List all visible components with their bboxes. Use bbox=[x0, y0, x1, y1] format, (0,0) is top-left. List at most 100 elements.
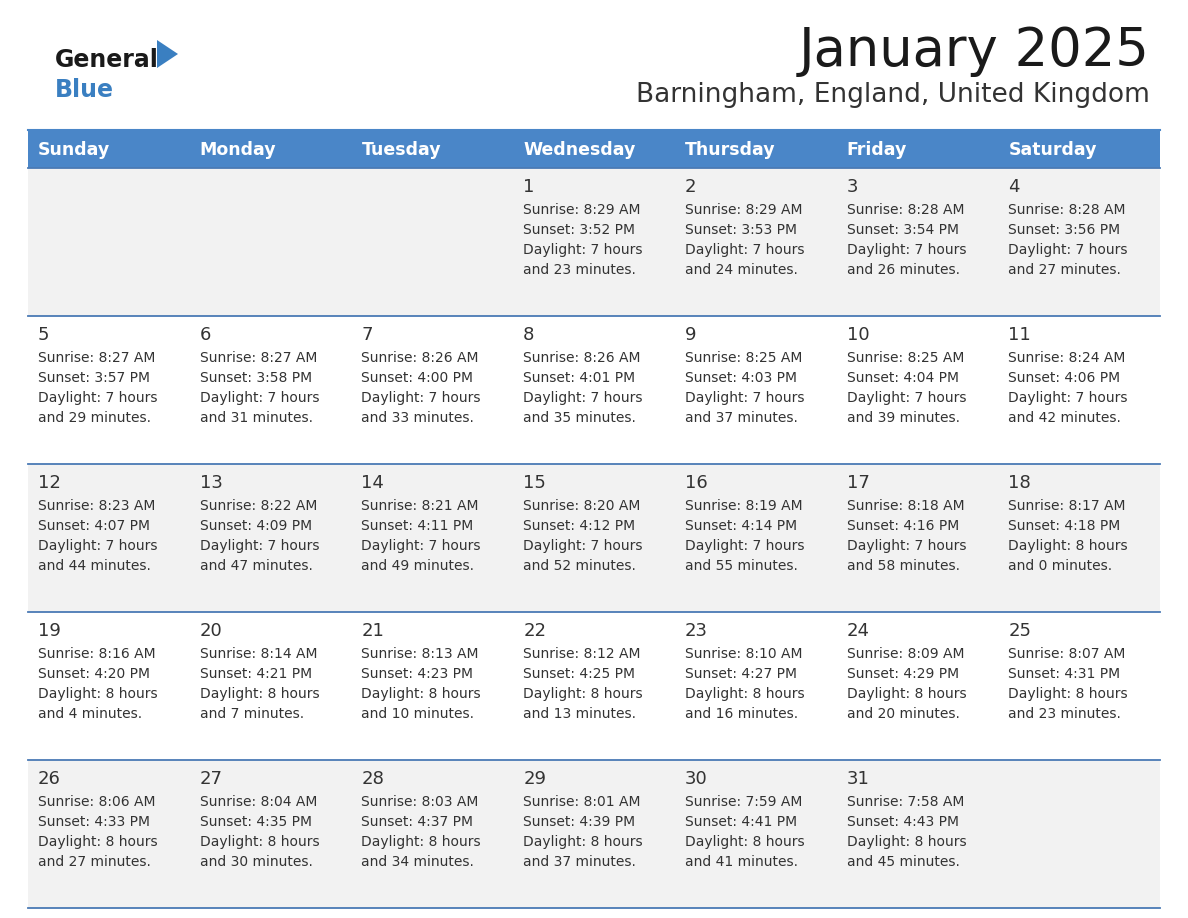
Text: 21: 21 bbox=[361, 622, 384, 640]
Text: 30: 30 bbox=[684, 770, 708, 788]
Text: Sunrise: 8:28 AM: Sunrise: 8:28 AM bbox=[847, 203, 965, 217]
Text: Sunset: 4:41 PM: Sunset: 4:41 PM bbox=[684, 815, 797, 829]
Text: and 20 minutes.: and 20 minutes. bbox=[847, 707, 960, 721]
Text: Daylight: 8 hours: Daylight: 8 hours bbox=[38, 835, 158, 849]
Text: Sunrise: 8:26 AM: Sunrise: 8:26 AM bbox=[361, 351, 479, 365]
Bar bbox=[29, 316, 1159, 464]
Text: Sunrise: 8:17 AM: Sunrise: 8:17 AM bbox=[1009, 499, 1126, 513]
Text: Sunrise: 8:06 AM: Sunrise: 8:06 AM bbox=[38, 795, 156, 809]
Bar bbox=[29, 168, 1159, 316]
Text: Sunset: 4:29 PM: Sunset: 4:29 PM bbox=[847, 667, 959, 681]
Text: Daylight: 8 hours: Daylight: 8 hours bbox=[361, 687, 481, 701]
Text: Daylight: 7 hours: Daylight: 7 hours bbox=[361, 539, 481, 553]
Text: Sunset: 4:37 PM: Sunset: 4:37 PM bbox=[361, 815, 474, 829]
Text: and 47 minutes.: and 47 minutes. bbox=[200, 559, 312, 573]
Text: Sunrise: 8:19 AM: Sunrise: 8:19 AM bbox=[684, 499, 802, 513]
Text: 13: 13 bbox=[200, 474, 222, 492]
Text: 10: 10 bbox=[847, 326, 870, 344]
Text: and 35 minutes.: and 35 minutes. bbox=[523, 411, 636, 425]
Text: 19: 19 bbox=[38, 622, 61, 640]
Text: and 10 minutes.: and 10 minutes. bbox=[361, 707, 474, 721]
Text: 20: 20 bbox=[200, 622, 222, 640]
Text: and 42 minutes.: and 42 minutes. bbox=[1009, 411, 1121, 425]
Bar bbox=[352, 130, 513, 168]
Text: and 45 minutes.: and 45 minutes. bbox=[847, 855, 960, 869]
Text: Daylight: 8 hours: Daylight: 8 hours bbox=[1009, 687, 1127, 701]
Text: Sunrise: 8:22 AM: Sunrise: 8:22 AM bbox=[200, 499, 317, 513]
Text: Daylight: 8 hours: Daylight: 8 hours bbox=[684, 687, 804, 701]
Text: 24: 24 bbox=[847, 622, 870, 640]
Text: Sunset: 4:04 PM: Sunset: 4:04 PM bbox=[847, 371, 959, 385]
Bar bbox=[29, 464, 1159, 612]
Text: and 58 minutes.: and 58 minutes. bbox=[847, 559, 960, 573]
Bar bbox=[836, 130, 998, 168]
Text: Sunset: 3:54 PM: Sunset: 3:54 PM bbox=[847, 223, 959, 237]
Text: Sunset: 4:14 PM: Sunset: 4:14 PM bbox=[684, 519, 797, 533]
Text: Friday: Friday bbox=[847, 141, 906, 159]
Text: Sunset: 3:56 PM: Sunset: 3:56 PM bbox=[1009, 223, 1120, 237]
Text: 15: 15 bbox=[523, 474, 546, 492]
Text: 31: 31 bbox=[847, 770, 870, 788]
Text: and 23 minutes.: and 23 minutes. bbox=[523, 263, 636, 277]
Text: 3: 3 bbox=[847, 178, 858, 196]
Text: Sunset: 4:20 PM: Sunset: 4:20 PM bbox=[38, 667, 150, 681]
Text: 29: 29 bbox=[523, 770, 546, 788]
Text: and 0 minutes.: and 0 minutes. bbox=[1009, 559, 1112, 573]
Text: and 23 minutes.: and 23 minutes. bbox=[1009, 707, 1121, 721]
Text: Wednesday: Wednesday bbox=[523, 141, 636, 159]
Text: Daylight: 7 hours: Daylight: 7 hours bbox=[847, 391, 966, 405]
Text: Daylight: 7 hours: Daylight: 7 hours bbox=[684, 391, 804, 405]
Text: and 29 minutes.: and 29 minutes. bbox=[38, 411, 151, 425]
Text: Daylight: 8 hours: Daylight: 8 hours bbox=[847, 687, 966, 701]
Text: Sunrise: 8:07 AM: Sunrise: 8:07 AM bbox=[1009, 647, 1126, 661]
Text: Sunset: 4:06 PM: Sunset: 4:06 PM bbox=[1009, 371, 1120, 385]
Text: Daylight: 7 hours: Daylight: 7 hours bbox=[1009, 391, 1127, 405]
Text: Sunrise: 8:12 AM: Sunrise: 8:12 AM bbox=[523, 647, 640, 661]
Text: Blue: Blue bbox=[55, 78, 114, 102]
Text: and 41 minutes.: and 41 minutes. bbox=[684, 855, 798, 869]
Text: Daylight: 7 hours: Daylight: 7 hours bbox=[200, 539, 320, 553]
Text: Daylight: 8 hours: Daylight: 8 hours bbox=[200, 687, 320, 701]
Bar bbox=[29, 760, 1159, 908]
Text: Sunrise: 8:09 AM: Sunrise: 8:09 AM bbox=[847, 647, 965, 661]
Text: Daylight: 8 hours: Daylight: 8 hours bbox=[361, 835, 481, 849]
Text: and 44 minutes.: and 44 minutes. bbox=[38, 559, 151, 573]
Text: Sunrise: 8:20 AM: Sunrise: 8:20 AM bbox=[523, 499, 640, 513]
Text: Sunset: 4:03 PM: Sunset: 4:03 PM bbox=[684, 371, 797, 385]
Text: Daylight: 8 hours: Daylight: 8 hours bbox=[684, 835, 804, 849]
Text: Sunset: 3:53 PM: Sunset: 3:53 PM bbox=[684, 223, 797, 237]
Bar bbox=[29, 612, 1159, 760]
Text: and 24 minutes.: and 24 minutes. bbox=[684, 263, 797, 277]
Text: Sunrise: 8:25 AM: Sunrise: 8:25 AM bbox=[847, 351, 963, 365]
Text: 4: 4 bbox=[1009, 178, 1019, 196]
Text: and 37 minutes.: and 37 minutes. bbox=[684, 411, 797, 425]
Text: Daylight: 8 hours: Daylight: 8 hours bbox=[38, 687, 158, 701]
Text: Sunrise: 8:13 AM: Sunrise: 8:13 AM bbox=[361, 647, 479, 661]
Text: 18: 18 bbox=[1009, 474, 1031, 492]
Text: Sunset: 4:43 PM: Sunset: 4:43 PM bbox=[847, 815, 959, 829]
Text: and 37 minutes.: and 37 minutes. bbox=[523, 855, 636, 869]
Text: Daylight: 8 hours: Daylight: 8 hours bbox=[523, 835, 643, 849]
Text: 1: 1 bbox=[523, 178, 535, 196]
Text: Daylight: 7 hours: Daylight: 7 hours bbox=[1009, 243, 1127, 257]
Text: Sunset: 4:33 PM: Sunset: 4:33 PM bbox=[38, 815, 150, 829]
Text: Monday: Monday bbox=[200, 141, 277, 159]
Text: 14: 14 bbox=[361, 474, 384, 492]
Text: Daylight: 7 hours: Daylight: 7 hours bbox=[523, 539, 643, 553]
Text: Daylight: 7 hours: Daylight: 7 hours bbox=[361, 391, 481, 405]
Text: Sunset: 4:21 PM: Sunset: 4:21 PM bbox=[200, 667, 311, 681]
Text: and 27 minutes.: and 27 minutes. bbox=[38, 855, 151, 869]
Text: Daylight: 8 hours: Daylight: 8 hours bbox=[1009, 539, 1127, 553]
Text: Sunset: 4:16 PM: Sunset: 4:16 PM bbox=[847, 519, 959, 533]
Text: Sunrise: 8:24 AM: Sunrise: 8:24 AM bbox=[1009, 351, 1126, 365]
Text: Sunrise: 8:16 AM: Sunrise: 8:16 AM bbox=[38, 647, 156, 661]
Text: Sunset: 4:35 PM: Sunset: 4:35 PM bbox=[200, 815, 311, 829]
Text: 26: 26 bbox=[38, 770, 61, 788]
Text: Sunset: 4:11 PM: Sunset: 4:11 PM bbox=[361, 519, 474, 533]
Text: 17: 17 bbox=[847, 474, 870, 492]
Text: Sunrise: 8:23 AM: Sunrise: 8:23 AM bbox=[38, 499, 156, 513]
Polygon shape bbox=[157, 40, 178, 68]
Text: Daylight: 8 hours: Daylight: 8 hours bbox=[847, 835, 966, 849]
Text: Sunrise: 8:27 AM: Sunrise: 8:27 AM bbox=[200, 351, 317, 365]
Text: Daylight: 7 hours: Daylight: 7 hours bbox=[523, 391, 643, 405]
